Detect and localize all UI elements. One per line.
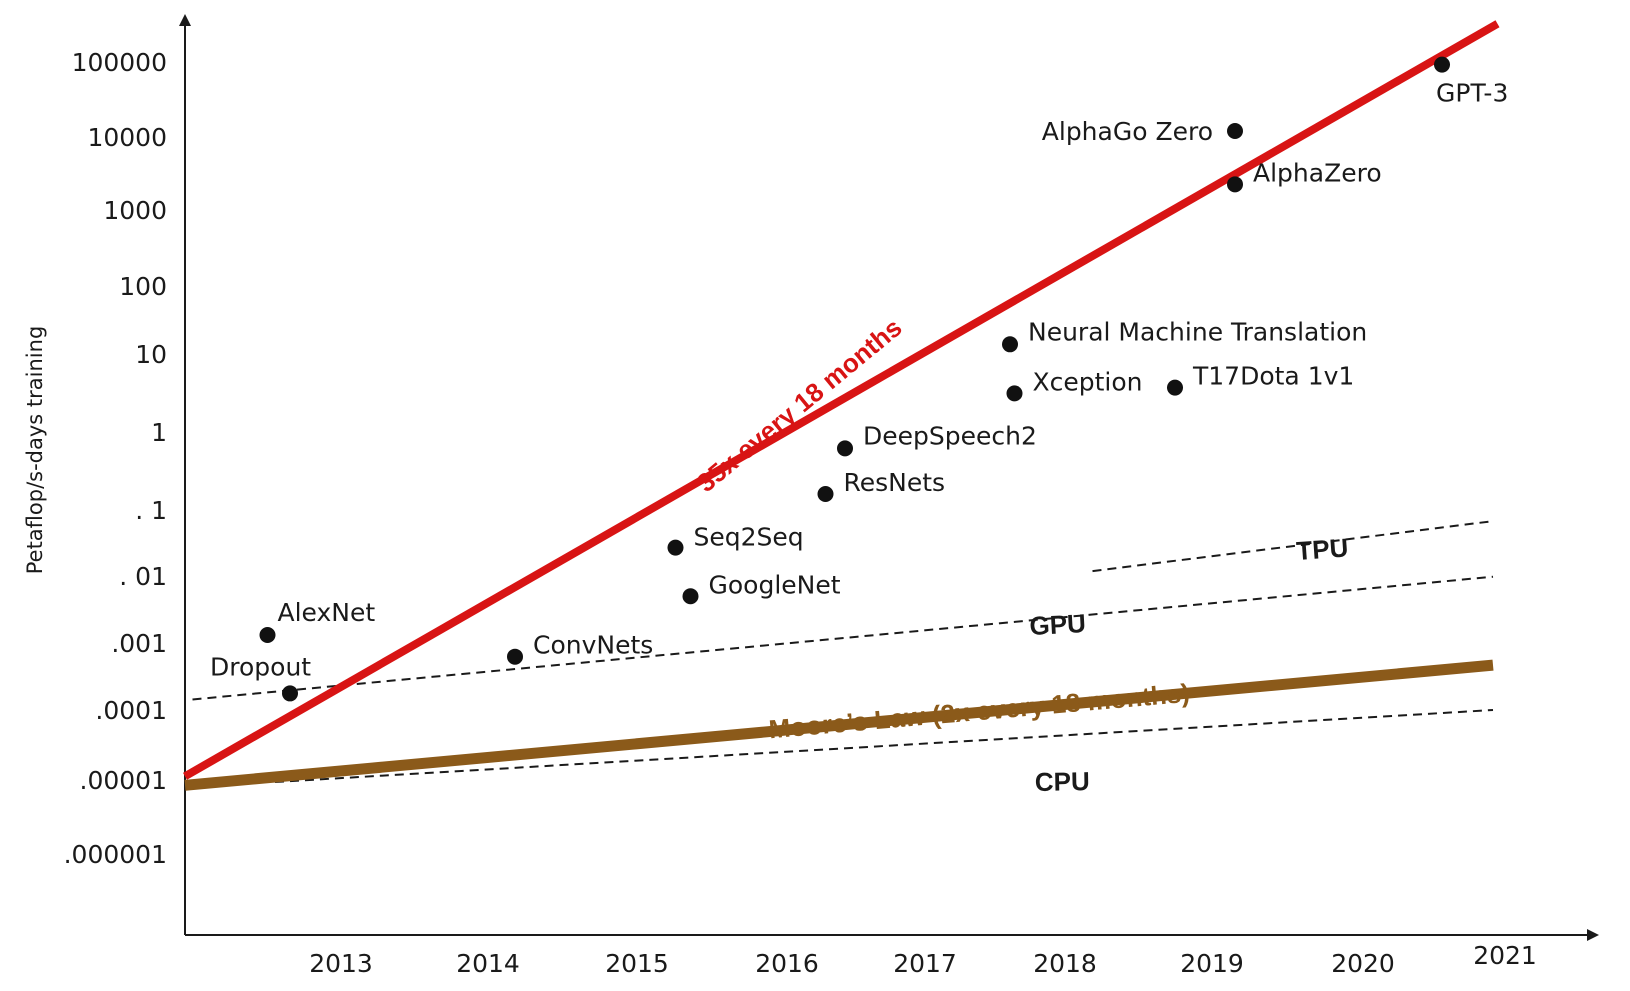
data-point bbox=[682, 588, 699, 605]
y-tick-label: .00001 bbox=[80, 766, 167, 795]
data-point bbox=[1167, 379, 1183, 396]
tpu-label: TPU bbox=[1295, 532, 1349, 566]
y-axis-title: Petaflop/s-days training bbox=[23, 326, 47, 575]
y-tick-label: . 1 bbox=[135, 496, 167, 525]
data-point-label: AlphaZero bbox=[1253, 158, 1382, 187]
data-point-label: Seq2Seq bbox=[694, 523, 804, 552]
trend-line-moores-law bbox=[184, 659, 1494, 791]
data-point bbox=[1006, 385, 1023, 402]
data-point bbox=[282, 685, 298, 702]
x-tick-labels: 2013 2014 2015 2016 2017 2018 2019 2020 2021 bbox=[309, 941, 1537, 978]
dashed-line-cpu bbox=[274, 709, 1494, 783]
data-point bbox=[259, 627, 276, 644]
trend-label-moores-law: Moore’s Law (2x every 18 months) bbox=[768, 678, 1191, 745]
data-point-label: Dropout bbox=[210, 652, 311, 681]
y-tick-label: .000001 bbox=[64, 840, 167, 869]
y-tick-label: 10000 bbox=[87, 123, 167, 152]
gpu-label: GPU bbox=[1029, 608, 1087, 641]
data-point-label: ConvNets bbox=[533, 631, 653, 660]
data-point bbox=[837, 440, 853, 457]
data-point-label: Xception bbox=[1033, 367, 1143, 396]
cpu-label: CPU bbox=[1035, 766, 1090, 797]
y-tick-label: 100000 bbox=[72, 48, 167, 77]
data-point-label: GPT-3 bbox=[1436, 79, 1508, 108]
y-tick-label: .001 bbox=[111, 629, 167, 658]
x-tick-label: 2017 bbox=[893, 949, 957, 978]
data-point-label: AlexNet bbox=[278, 598, 376, 627]
data-point bbox=[507, 648, 523, 665]
y-tick-label: 1 bbox=[151, 418, 167, 447]
y-tick-label: 10 bbox=[135, 340, 167, 369]
hardware-dashed-lines bbox=[192, 520, 1494, 783]
x-tick-label: 2016 bbox=[755, 949, 819, 978]
data-point bbox=[1227, 176, 1243, 193]
y-tick-label: . 01 bbox=[119, 562, 167, 591]
y-tick-labels: 100000 10000 1000 100 10 1 . 1 . 01 .001 .0001 .00… bbox=[64, 48, 167, 869]
x-tick-label: 2018 bbox=[1033, 949, 1097, 978]
x-tick-label: 2015 bbox=[605, 949, 669, 978]
dashed-line-gpu bbox=[192, 575, 1494, 701]
data-point-label: AlphaGo Zero bbox=[1042, 117, 1213, 146]
y-tick-label: .0001 bbox=[95, 696, 167, 725]
data-point-label: ResNets bbox=[844, 468, 946, 497]
data-point-label: DeepSpeech2 bbox=[863, 421, 1037, 450]
y-tick-label: 1000 bbox=[103, 196, 167, 225]
dashed-line-tpu bbox=[1092, 520, 1494, 573]
data-point-label: GoogleNet bbox=[709, 570, 841, 599]
x-tick-label: 2014 bbox=[456, 949, 520, 978]
data-point bbox=[1227, 123, 1243, 140]
x-tick-label: 2021 bbox=[1473, 941, 1537, 970]
x-tick-label: 2019 bbox=[1180, 949, 1244, 978]
x-tick-label: 2013 bbox=[309, 949, 373, 978]
y-tick-label: 100 bbox=[119, 272, 167, 301]
data-point bbox=[817, 486, 834, 502]
data-point bbox=[1434, 56, 1450, 73]
data-point-label: Neural Machine Translation bbox=[1028, 317, 1367, 346]
data-point-label: T17Dota 1v1 bbox=[1192, 362, 1354, 391]
x-tick-label: 2020 bbox=[1331, 949, 1395, 978]
trend-line-35x bbox=[183, 20, 1500, 780]
data-points: AlexNet Dropout ConvNets Seq2Seq GoogleNet Re… bbox=[210, 56, 1508, 702]
data-point bbox=[667, 539, 684, 556]
data-point bbox=[1002, 336, 1018, 353]
trend-lines bbox=[183, 20, 1500, 791]
